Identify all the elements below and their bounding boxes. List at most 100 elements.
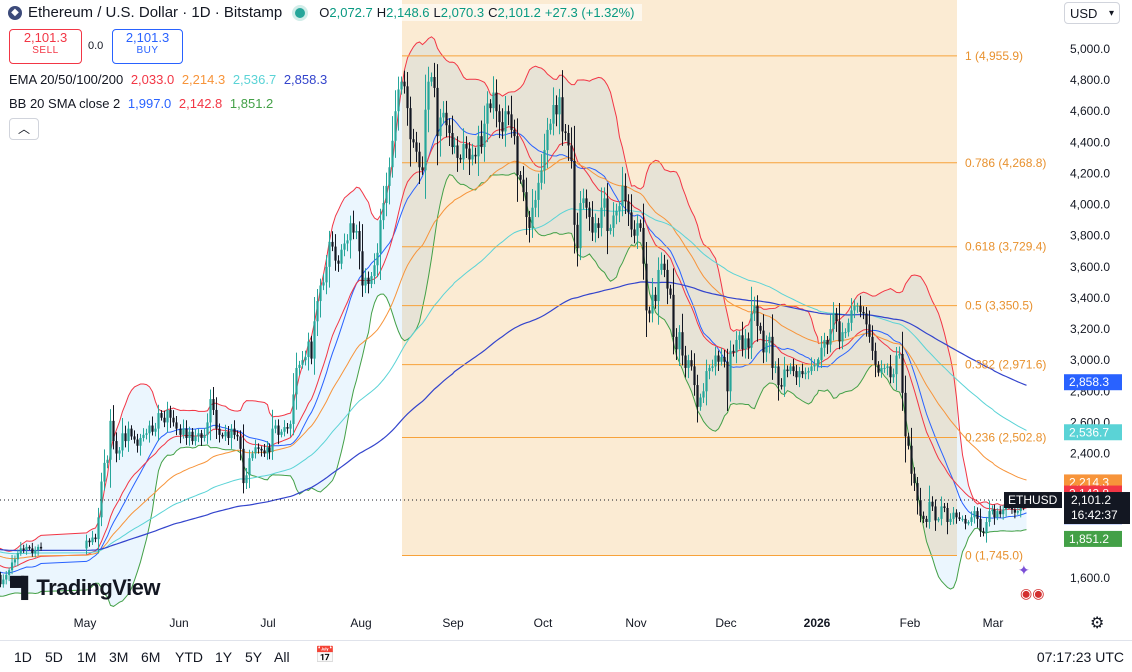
candle: [774, 361, 777, 374]
candle: [185, 420, 188, 445]
candle: [200, 429, 203, 447]
candle: [666, 259, 669, 305]
candle: [940, 496, 943, 526]
ema-legend[interactable]: EMA 20/50/100/200 2,033.0 2,214.3 2,536.…: [9, 72, 331, 87]
candle-body: [756, 305, 759, 326]
candle-body: [624, 185, 627, 202]
candle-body: [430, 77, 433, 82]
candle: [462, 128, 465, 170]
candle-body: [895, 355, 898, 375]
candle-body: [274, 425, 277, 429]
candle-body: [412, 139, 415, 143]
y-tick-label: 3,400.0: [1070, 291, 1110, 305]
candle-body: [251, 453, 254, 459]
collapse-legend-button[interactable]: ︿: [9, 118, 39, 140]
range-button-ytd[interactable]: YTD: [175, 649, 203, 665]
candle: [877, 361, 880, 377]
candle: [218, 423, 221, 443]
sell-button[interactable]: 2,101.3 SELL: [9, 29, 82, 64]
candle: [633, 220, 636, 244]
candle-body: [5, 574, 8, 580]
candle: [352, 210, 355, 240]
candle: [346, 234, 349, 252]
tradingview-logo[interactable]: ▀▌ TradingView: [10, 575, 161, 601]
candle-body: [525, 192, 528, 218]
range-button-5d[interactable]: 5D: [45, 649, 63, 665]
candle-body: [94, 537, 97, 540]
candle: [310, 335, 313, 365]
candle-body: [376, 252, 379, 266]
candle-body: [157, 413, 160, 429]
candle: [792, 358, 795, 377]
currency-select[interactable]: USD ▾: [1064, 2, 1120, 24]
candle-body: [880, 367, 883, 373]
candle: [358, 221, 361, 270]
candle-body: [651, 294, 654, 314]
bb-lower-value: 1,851.2: [229, 96, 274, 111]
range-button-3m[interactable]: 3M: [109, 649, 129, 665]
candle-body: [513, 129, 516, 137]
price-badge-label: 2,858.3: [1069, 375, 1109, 389]
candle: [826, 336, 829, 354]
candle-body: [194, 436, 197, 442]
candle: [762, 314, 765, 364]
candle: [433, 62, 436, 98]
market-status-icon[interactable]: [292, 4, 309, 21]
ohlc-key: C: [488, 5, 498, 20]
fib-label: 0 (1,745.0): [965, 548, 1023, 562]
candle-body: [865, 313, 868, 325]
candle-body: [355, 231, 358, 233]
candle: [480, 120, 483, 154]
candle-body: [573, 161, 576, 225]
candle-body: [955, 512, 958, 518]
range-button-6m[interactable]: 6M: [141, 649, 161, 665]
candle: [973, 506, 976, 524]
candle-body: [964, 518, 967, 524]
x-tick-label: Aug: [350, 616, 371, 630]
range-button-5y[interactable]: 5Y: [245, 649, 263, 665]
candle-body: [528, 217, 531, 228]
candle-body: [1002, 509, 1005, 515]
candle-body: [636, 223, 639, 236]
candle-body: [913, 473, 916, 484]
ohlc-key: H: [376, 5, 387, 20]
range-button-1y[interactable]: 1Y: [215, 649, 233, 665]
candle: [519, 170, 522, 184]
candle: [31, 542, 34, 557]
x-tick-label: 2026: [804, 616, 831, 630]
candle-body: [289, 423, 292, 429]
symbol-title[interactable]: Ethereum / U.S. Dollar · 1D · Bitstamp: [28, 4, 283, 21]
symbol-header[interactable]: ◆ Ethereum / U.S. Dollar · 1D · Bitstamp…: [8, 4, 642, 21]
candle-body: [468, 148, 471, 160]
range-button-all[interactable]: All: [274, 649, 290, 665]
candle: [669, 284, 672, 299]
candle-body: [418, 151, 421, 168]
calendar-icon[interactable]: 📅: [315, 647, 335, 664]
candle-body: [552, 105, 555, 124]
lightning-alert-icon[interactable]: ✦: [1018, 562, 1030, 578]
candle-body: [507, 111, 510, 115]
bb-legend[interactable]: BB 20 SMA close 2 1,997.0 2,142.8 1,851.…: [9, 96, 277, 111]
utc-clock[interactable]: 07:17:23 UTC: [1036, 649, 1124, 665]
candle-body: [364, 277, 367, 286]
x-tick-label: Sep: [442, 616, 464, 630]
candle-body: [732, 350, 735, 353]
buy-button[interactable]: 2,101.3 BUY: [112, 29, 183, 64]
range-button-1d[interactable]: 1D: [14, 649, 32, 665]
candle: [221, 432, 224, 439]
gear-icon[interactable]: ⚙: [1090, 615, 1105, 632]
candle-body: [292, 394, 295, 424]
candle-body: [729, 350, 732, 392]
candle-body: [361, 251, 364, 286]
candle-body: [421, 167, 424, 171]
candle: [316, 289, 319, 337]
candle: [145, 428, 148, 440]
candle-body: [633, 229, 636, 236]
candle-body: [451, 133, 454, 148]
candle: [654, 287, 657, 309]
candle: [585, 189, 588, 219]
range-button-1m[interactable]: 1M: [77, 649, 97, 665]
candle: [274, 419, 277, 434]
us-flag-icon[interactable]: ◉◉: [1020, 585, 1045, 601]
